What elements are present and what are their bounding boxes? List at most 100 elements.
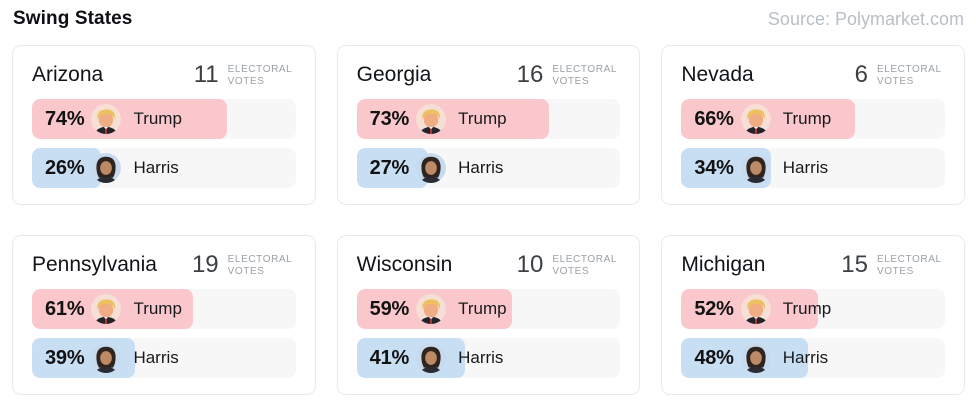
harris-avatar-icon [91, 153, 122, 183]
trump-avatar-icon [740, 104, 771, 134]
electoral-votes: 19 Electoral Votes [192, 251, 296, 278]
trump-odds-bar: 73% Trump [356, 99, 621, 139]
trump-bar-fill [32, 99, 228, 139]
state-card: Michigan 15 Electoral Votes 52% [661, 235, 965, 395]
electoral-votes: 16 Electoral Votes [517, 61, 621, 88]
harris-odds-bar: 26% Harris [32, 148, 296, 188]
state-card: Pennsylvania 19 Electoral Votes 61% [12, 235, 316, 395]
harris-label: Harris [133, 348, 179, 367]
electoral-votes: 10 Electoral Votes [517, 251, 621, 278]
harris-percentage: 48% [694, 346, 734, 369]
card-header: Michigan 15 Electoral Votes [681, 251, 945, 278]
trump-odds-bar: 66% Trump [681, 99, 945, 139]
harris-bar-content: 26% Harris [32, 148, 296, 188]
state-name: Arizona [32, 63, 104, 86]
trump-bar-content: 52% Trump [681, 289, 945, 329]
trump-label: Trump [458, 109, 507, 128]
trump-odds-bar: 52% Trump [681, 289, 945, 329]
harris-label: Harris [782, 348, 829, 367]
state-cards-grid: Arizona 11 Electoral Votes 74% [12, 45, 965, 395]
trump-percentage: 52% [694, 297, 734, 320]
trump-bar-fill [356, 99, 550, 139]
header: Swing States Source: Polymarket.com [13, 8, 964, 30]
electoral-votes-count: 11 [193, 61, 219, 88]
harris-label: Harris [782, 158, 829, 177]
trump-label: Trump [458, 299, 507, 318]
card-header: Arizona 11 Electoral Votes [32, 61, 296, 88]
state-name: Wisconsin [356, 253, 453, 276]
trump-percentage: 61% [45, 297, 85, 320]
electoral-votes-count: 10 [516, 251, 544, 278]
harris-percentage: 41% [369, 346, 410, 369]
electoral-votes-label: Electoral Votes [552, 64, 617, 87]
electoral-votes: 6 Electoral Votes [855, 61, 945, 88]
harris-bar-content: 41% Harris [357, 338, 621, 378]
electoral-votes-label: Electoral Votes [227, 64, 292, 87]
trump-avatar-icon [91, 104, 122, 134]
harris-label: Harris [458, 348, 504, 367]
state-card: Georgia 16 Electoral Votes 73% [336, 45, 641, 205]
trump-bar-content: 61% Trump [32, 289, 296, 329]
trump-bar-content: 59% Trump [357, 289, 621, 329]
trump-percentage: 66% [694, 107, 734, 130]
harris-odds-bar: 27% Harris [356, 148, 621, 188]
electoral-votes-count: 16 [516, 61, 544, 88]
harris-avatar-icon [416, 153, 447, 183]
electoral-votes-count: 15 [841, 251, 868, 278]
trump-bar-content: 74% Trump [32, 99, 296, 139]
electoral-votes: 15 Electoral Votes [841, 251, 945, 278]
trump-percentage: 73% [369, 107, 410, 130]
trump-odds-bar: 59% Trump [356, 289, 621, 329]
harris-avatar-icon [91, 343, 122, 373]
electoral-votes-label: Electoral Votes [876, 64, 942, 87]
trump-avatar-icon [416, 294, 447, 324]
harris-odds-bar: 48% Harris [681, 338, 945, 378]
harris-avatar-icon [416, 343, 447, 373]
harris-bar-content: 48% Harris [681, 338, 945, 378]
harris-percentage: 27% [369, 156, 410, 179]
state-name: Georgia [356, 63, 432, 86]
harris-percentage: 26% [45, 156, 85, 179]
trump-label: Trump [782, 109, 832, 128]
electoral-votes-count: 6 [854, 61, 868, 88]
trump-bar-content: 73% Trump [357, 99, 621, 139]
harris-bar-content: 39% Harris [32, 338, 296, 378]
harris-avatar-icon [740, 153, 771, 183]
state-name: Nevada [681, 63, 754, 86]
harris-bar-fill [356, 338, 465, 378]
harris-percentage: 39% [45, 346, 85, 369]
electoral-votes-label: Electoral Votes [227, 254, 292, 277]
trump-bar-content: 66% Trump [681, 99, 945, 139]
harris-label: Harris [133, 158, 179, 177]
trump-label: Trump [782, 299, 832, 318]
trump-avatar-icon [91, 294, 122, 324]
electoral-votes-label: Electoral Votes [876, 254, 942, 277]
harris-bar-fill [32, 148, 101, 188]
harris-label: Harris [458, 158, 504, 177]
card-header: Pennsylvania 19 Electoral Votes [32, 251, 296, 278]
trump-label: Trump [133, 109, 182, 128]
trump-label: Trump [133, 299, 182, 318]
harris-odds-bar: 34% Harris [681, 148, 945, 188]
state-card: Nevada 6 Electoral Votes 66% [661, 45, 965, 205]
harris-odds-bar: 39% Harris [32, 338, 296, 378]
trump-odds-bar: 74% Trump [32, 99, 296, 139]
electoral-votes-label: Electoral Votes [552, 254, 617, 277]
electoral-votes-count: 19 [191, 251, 219, 278]
card-header: Nevada 6 Electoral Votes [681, 61, 945, 88]
trump-odds-bar: 61% Trump [32, 289, 296, 329]
state-card: Arizona 11 Electoral Votes 74% [12, 45, 316, 205]
harris-bar-content: 27% Harris [357, 148, 621, 188]
state-name: Pennsylvania [32, 253, 157, 276]
electoral-votes: 11 Electoral Votes [194, 61, 296, 88]
trump-avatar-icon [416, 104, 447, 134]
trump-percentage: 59% [369, 297, 410, 320]
state-card: Wisconsin 10 Electoral Votes 59% [336, 235, 641, 395]
state-name: Michigan [681, 253, 766, 276]
page-title: Swing States [13, 8, 133, 29]
harris-avatar-icon [740, 343, 771, 373]
trump-percentage: 74% [45, 107, 85, 130]
harris-percentage: 34% [694, 156, 734, 179]
harris-bar-content: 34% Harris [681, 148, 945, 188]
